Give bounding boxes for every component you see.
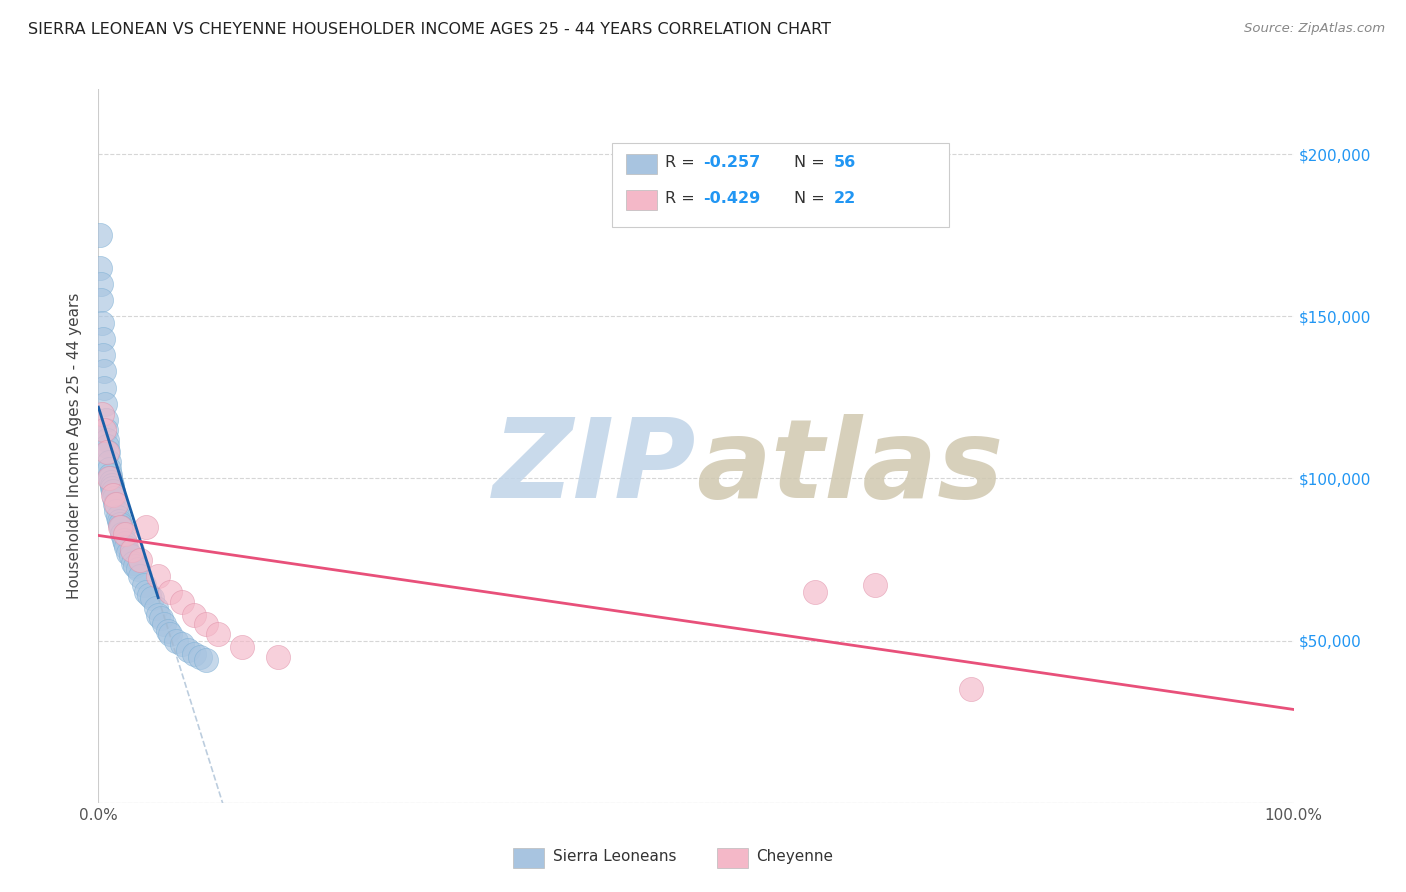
- Point: [114, 536, 136, 550]
- Point: [97, 445, 120, 459]
- Point: [96, 445, 118, 459]
- Point: [97, 455, 120, 469]
- Point: [117, 546, 139, 560]
- Point: [165, 633, 187, 648]
- Text: N =: N =: [794, 191, 831, 205]
- Point: [91, 407, 114, 421]
- Point: [132, 578, 155, 592]
- Point: [194, 653, 218, 667]
- Point: [159, 627, 181, 641]
- Point: [89, 228, 111, 243]
- Point: [159, 585, 181, 599]
- Point: [863, 578, 887, 592]
- Point: [91, 316, 114, 330]
- Point: [94, 413, 117, 427]
- Point: [183, 647, 205, 661]
- Point: [94, 397, 117, 411]
- Text: -0.257: -0.257: [703, 155, 761, 169]
- Point: [183, 607, 205, 622]
- Point: [141, 591, 163, 606]
- Point: [93, 423, 115, 437]
- Point: [105, 497, 128, 511]
- Point: [91, 332, 114, 346]
- Point: [105, 504, 128, 518]
- Point: [153, 617, 176, 632]
- Point: [107, 510, 129, 524]
- Point: [231, 640, 253, 654]
- Text: Sierra Leoneans: Sierra Leoneans: [553, 849, 676, 863]
- Point: [207, 627, 229, 641]
- Point: [188, 649, 211, 664]
- Point: [194, 617, 218, 632]
- Text: -0.429: -0.429: [703, 191, 761, 205]
- Point: [148, 568, 170, 582]
- Text: R =: R =: [665, 191, 700, 205]
- Text: SIERRA LEONEAN VS CHEYENNE HOUSEHOLDER INCOME AGES 25 - 44 YEARS CORRELATION CHA: SIERRA LEONEAN VS CHEYENNE HOUSEHOLDER I…: [28, 22, 831, 37]
- Point: [120, 549, 142, 564]
- Point: [148, 607, 170, 622]
- Point: [114, 526, 136, 541]
- Point: [98, 471, 121, 485]
- Point: [108, 520, 131, 534]
- Point: [115, 540, 138, 554]
- Point: [101, 484, 124, 499]
- Point: [96, 439, 118, 453]
- Point: [100, 478, 122, 492]
- Point: [177, 643, 200, 657]
- Point: [96, 433, 118, 447]
- Y-axis label: Householder Income Ages 25 - 44 years: Householder Income Ages 25 - 44 years: [67, 293, 83, 599]
- Point: [267, 649, 290, 664]
- Point: [93, 364, 115, 378]
- Point: [101, 481, 124, 495]
- Point: [172, 595, 194, 609]
- Point: [104, 497, 127, 511]
- Point: [93, 381, 115, 395]
- Point: [127, 562, 149, 576]
- Text: atlas: atlas: [696, 414, 1004, 521]
- Point: [101, 488, 124, 502]
- Point: [98, 461, 121, 475]
- Point: [149, 611, 172, 625]
- Text: ZIP: ZIP: [492, 414, 696, 521]
- Point: [112, 533, 135, 547]
- Point: [96, 423, 118, 437]
- Point: [110, 520, 132, 534]
- Point: [156, 624, 179, 638]
- Point: [124, 559, 146, 574]
- Point: [100, 475, 122, 489]
- Point: [103, 491, 125, 505]
- Point: [145, 601, 167, 615]
- Point: [135, 585, 157, 599]
- Point: [98, 471, 122, 485]
- Point: [135, 520, 157, 534]
- Text: 56: 56: [834, 155, 856, 169]
- Text: Source: ZipAtlas.com: Source: ZipAtlas.com: [1244, 22, 1385, 36]
- Point: [959, 682, 981, 697]
- Point: [129, 552, 152, 566]
- Text: R =: R =: [665, 155, 700, 169]
- Point: [122, 556, 145, 570]
- Text: N =: N =: [794, 155, 831, 169]
- Point: [89, 260, 111, 275]
- Point: [108, 516, 131, 531]
- Text: 22: 22: [834, 191, 856, 205]
- Point: [129, 568, 152, 582]
- Point: [91, 348, 114, 362]
- Point: [172, 637, 194, 651]
- Point: [804, 585, 827, 599]
- Point: [98, 468, 121, 483]
- Point: [90, 277, 112, 291]
- Point: [107, 514, 129, 528]
- Text: Cheyenne: Cheyenne: [756, 849, 834, 863]
- Point: [138, 588, 160, 602]
- Point: [90, 293, 112, 307]
- Point: [121, 542, 143, 557]
- Point: [111, 526, 134, 541]
